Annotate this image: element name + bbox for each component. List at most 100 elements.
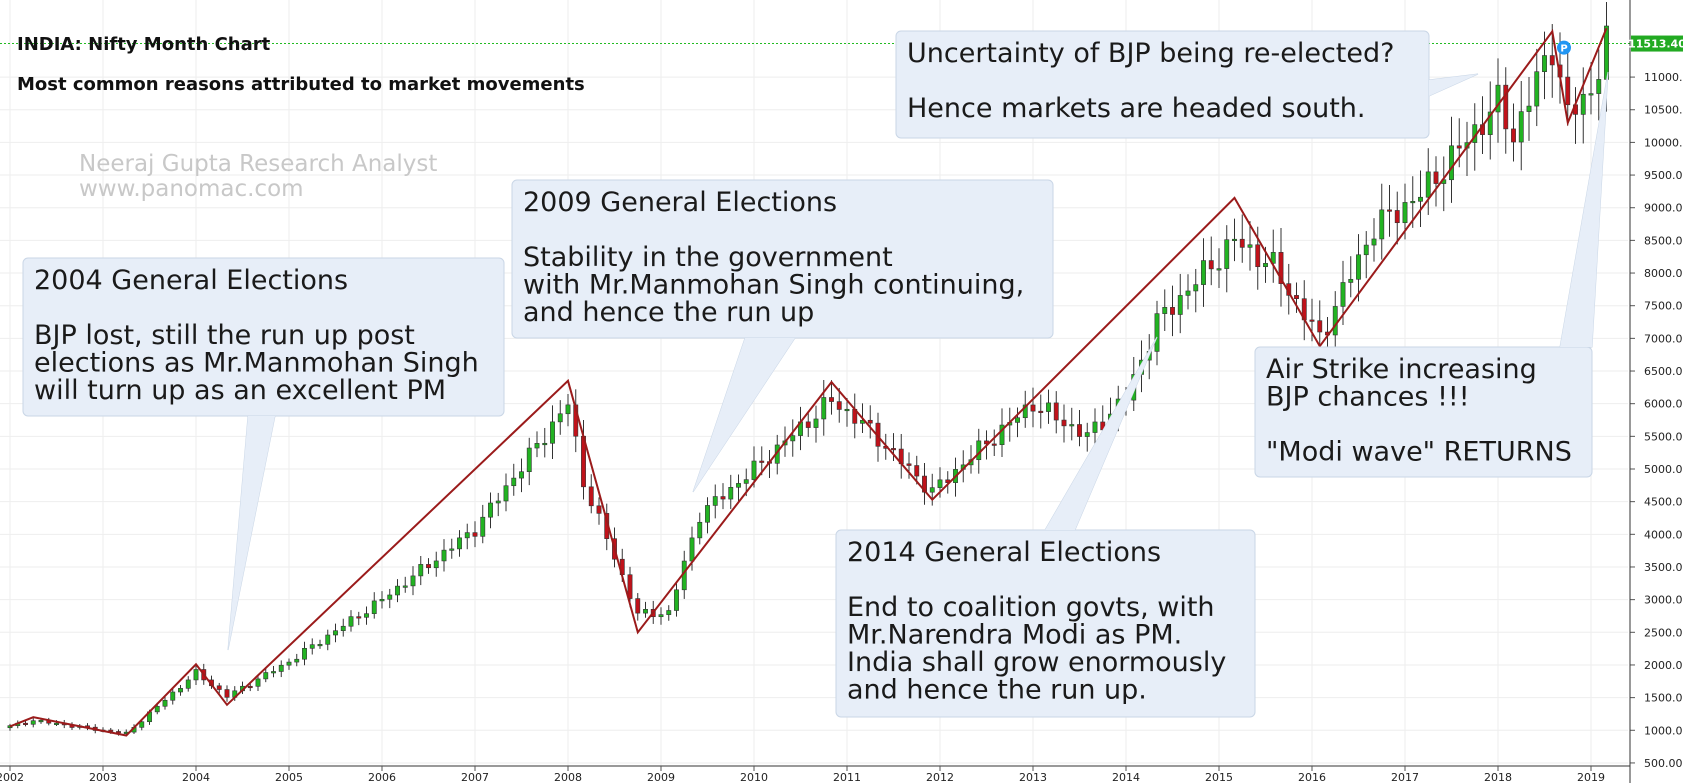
candle-up [821,397,827,420]
candle-up [1084,432,1090,437]
candle-up [643,609,648,614]
candle-down [836,401,842,410]
candle-up [395,585,400,596]
candle-down [1061,419,1067,427]
candle-down [914,465,920,477]
candle-up [1185,290,1191,296]
candle-down [1053,402,1059,421]
x-tick-label: 2015 [1205,771,1233,783]
x-tick-label: 2003 [89,771,117,783]
candle-up [1193,284,1199,292]
candle-up [1092,421,1098,433]
callout-line: will turn up as an excellent PM [34,375,446,406]
candle-up [712,496,718,506]
y-tick-label: 8500.00 [1644,234,1683,247]
candle-down [247,685,253,689]
candle-down [991,443,997,446]
chart-title: INDIA: Nifty Month Chart [17,34,271,55]
callout-line: 2009 General Elections [523,187,837,218]
candle-up [286,661,292,666]
p-marker-label: P [1560,44,1567,55]
candle-down [596,505,602,514]
candle-up [503,485,509,502]
candle-up [333,630,338,636]
x-tick-label: 2004 [182,771,210,783]
candle-up [526,447,532,473]
candle-down [1170,307,1175,315]
candle-down [1077,424,1082,437]
candle-down [472,532,478,537]
candle-up [178,688,183,693]
y-tick-label: 2000.00 [1644,659,1683,672]
candle-up [170,691,176,701]
candle-up [488,502,493,518]
candle-up [185,679,191,689]
candle-up [433,560,439,569]
candle-down [1208,260,1214,270]
candle-up [255,678,261,687]
callout-line: "Modi wave" RETURNS [1266,437,1572,468]
candle-up [1263,263,1268,268]
candle-up [1216,268,1222,271]
y-tick-label: 4500.00 [1644,496,1683,509]
candle-up [844,408,850,412]
candle-up [364,613,369,618]
candle-up [565,404,571,415]
callout-line: BJP chances !!! [1266,382,1470,413]
candle-up [511,477,517,487]
x-tick-label: 2017 [1391,771,1419,783]
y-tick-label: 9500.00 [1644,169,1683,182]
x-tick-label: 2013 [1019,771,1047,783]
x-tick-label: 2007 [461,771,489,783]
y-tick-label: 8000.00 [1644,267,1683,280]
candle-up [1022,404,1028,419]
candle-up [1069,424,1075,427]
candle-up [1201,260,1206,285]
candle-up [162,699,168,707]
candle-up [193,669,199,681]
candle-up [54,722,59,726]
candle-down [1317,320,1323,333]
candle-down [906,463,912,466]
callout-line: with Mr.Manmohan Singh continuing, [523,270,1024,301]
y-tick-label: 3000.00 [1644,594,1683,607]
y-axis: 500.00 1000.00 1500.00 2000.00 2500.00 3000.0… [1628,0,1683,783]
candle-up [464,532,470,539]
candle-down [922,475,927,493]
callout-line: Hence markets are headed south. [907,93,1366,124]
candle-up [271,671,276,674]
candle-up [1495,84,1501,113]
last-price-tag [1631,35,1683,52]
callout-2009: 2009 General Elections Stability in the g… [511,179,1054,493]
candle-down [759,460,765,463]
candle-up [325,634,331,645]
candle-up [674,589,679,611]
candle-up [1410,201,1416,204]
candle-up [278,664,284,672]
callout-line: BJP lost, still the run up post [34,320,415,351]
x-tick-label: 2005 [275,771,303,783]
candle-up [728,487,734,500]
y-tick-label: 500.00 [1644,757,1683,770]
candle-up [495,500,501,504]
y-tick-label: 6500.00 [1644,365,1683,378]
watermark-line-1: Neeraj Gupta Research Analyst [79,151,437,177]
candle-down [1503,84,1509,130]
candle-up [1363,244,1369,256]
candle-up [813,418,819,428]
y-tick-label: 10000.00 [1644,136,1683,149]
callout-line: Mr.Narendra Modi as PM. [847,620,1182,651]
candle-down [1549,55,1555,66]
candle-up [154,705,160,713]
x-tick-label: 2002 [0,771,24,783]
chart-subtitle: Most common reasons attributed to market… [17,74,585,95]
candle-up [1348,278,1354,283]
y-tick-label: 3500.00 [1644,561,1683,574]
x-tick-label: 2006 [368,771,396,783]
candle-down [1278,252,1284,284]
candle-up [379,598,385,602]
callout-line: Stability in the government [523,242,893,273]
candle-down [720,496,726,500]
